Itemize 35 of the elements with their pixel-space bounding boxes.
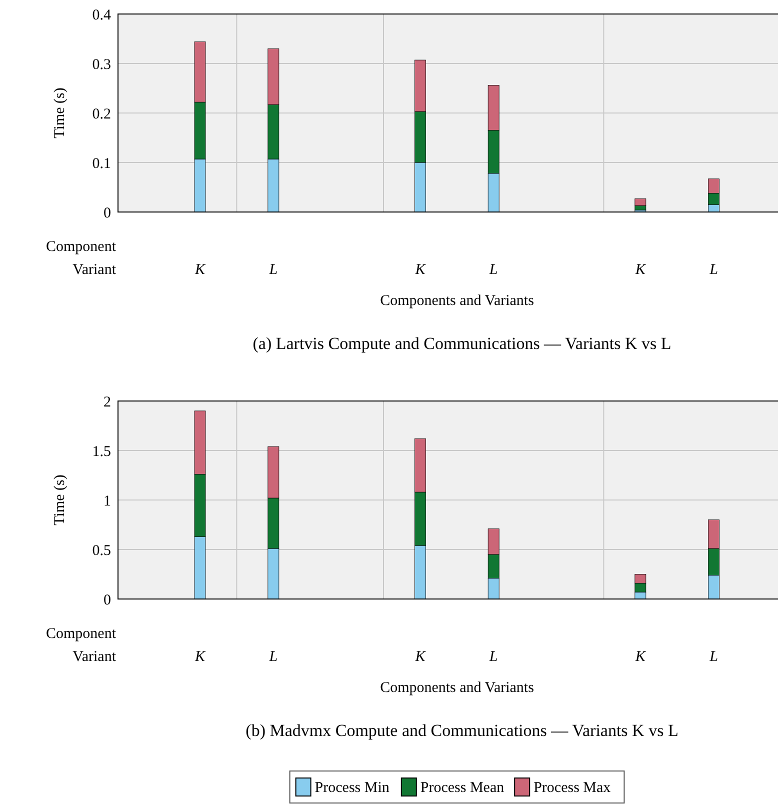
- x-tick-label: L: [708, 262, 718, 278]
- text: Variant: [72, 262, 117, 278]
- y-tick-label: 1.5: [92, 444, 111, 460]
- y-tick-label: 0.3: [92, 56, 111, 73]
- text: Component: [46, 626, 117, 642]
- x-axis-title: Components and Variants: [380, 680, 534, 696]
- y-tick-label: 0.4: [92, 7, 112, 24]
- legend-label: Process Min: [314, 780, 390, 796]
- text: Component: [46, 239, 117, 255]
- x-axis-title: Components and Variants: [380, 293, 534, 309]
- x-tick-label: K: [414, 262, 426, 278]
- y-tick-label: 0.2: [92, 106, 111, 122]
- x-tick-label: L: [488, 649, 498, 665]
- text: (b) Madvmx Compute and Communications — Variants K vs L: [246, 721, 678, 740]
- y-tick-label: 2: [104, 394, 111, 410]
- x-tick-label: K: [194, 262, 206, 278]
- x-tick-label: K: [634, 262, 646, 278]
- y-tick-label: 0: [104, 205, 111, 222]
- y-axis-title: Time (s): [52, 88, 68, 138]
- y-tick-label: 0.1: [92, 156, 111, 172]
- y-axis-title: Time (s): [52, 474, 68, 526]
- x-tick-label: L: [708, 649, 718, 665]
- legend-label: Process Mean: [420, 780, 505, 796]
- x-tick-label: L: [488, 262, 498, 278]
- y-tick-label: 0.5: [92, 542, 111, 559]
- legend-label: Process Max: [534, 780, 612, 796]
- x-tick-label: K: [194, 649, 206, 665]
- x-tick-label: L: [268, 649, 278, 665]
- x-tick-label: K: [634, 649, 646, 665]
- text: (a) Lartvis Compute and Communications — Variants K vs L: [252, 334, 672, 353]
- x-tick-label: K: [414, 649, 426, 665]
- x-tick-label: L: [268, 262, 278, 278]
- text: Variant: [72, 649, 117, 665]
- y-tick-label: 0: [104, 592, 111, 608]
- y-tick-label: 1: [104, 493, 111, 510]
